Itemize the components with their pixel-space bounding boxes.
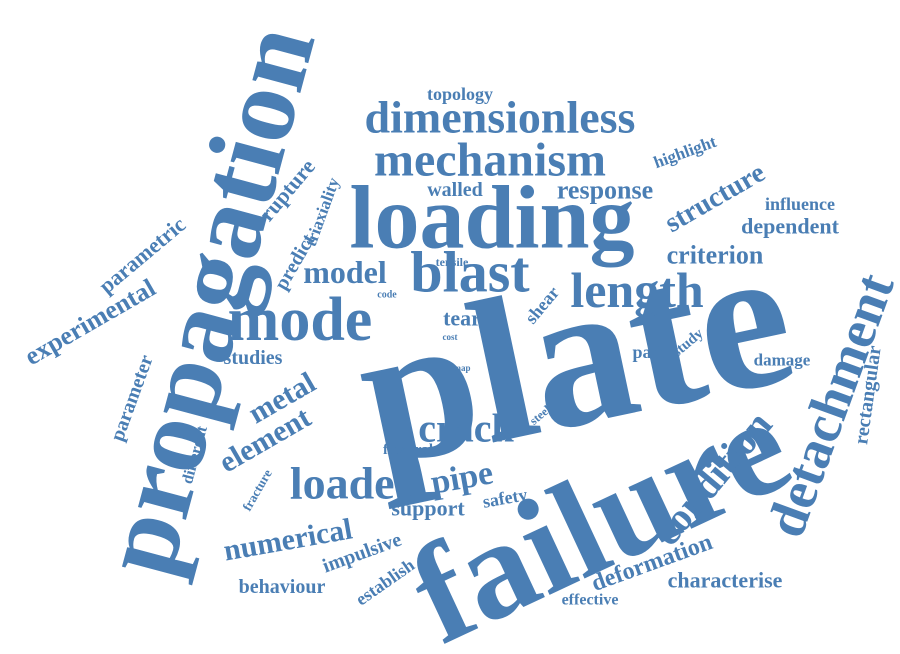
word: flexural [383,442,433,458]
word: characterise [668,568,783,593]
word: support [391,496,465,521]
word: map [453,363,470,373]
word: path [632,342,667,362]
word: blast [410,240,530,305]
word: code [377,290,397,301]
word: fracture [239,466,275,513]
word: loading [349,169,634,268]
word: highlight [651,132,719,172]
word: length [570,262,704,318]
word: dimensionless [365,92,636,143]
word: behaviour [239,576,326,598]
word: effective [562,592,619,609]
word: model [303,254,387,290]
word: tensile [436,255,469,269]
word: mechanism [374,134,606,187]
word: crack [418,406,514,451]
word: cost [443,332,458,342]
word: dependent [741,214,839,239]
word: mode [228,286,373,354]
word: influence [765,194,835,214]
word: loaded [290,458,421,509]
word: criterion [667,241,764,270]
word: studies [224,347,283,369]
word: tear [443,306,481,331]
word: damage [754,351,811,370]
word: topology [427,84,493,104]
word: response [557,176,653,205]
word: walled [427,179,483,201]
